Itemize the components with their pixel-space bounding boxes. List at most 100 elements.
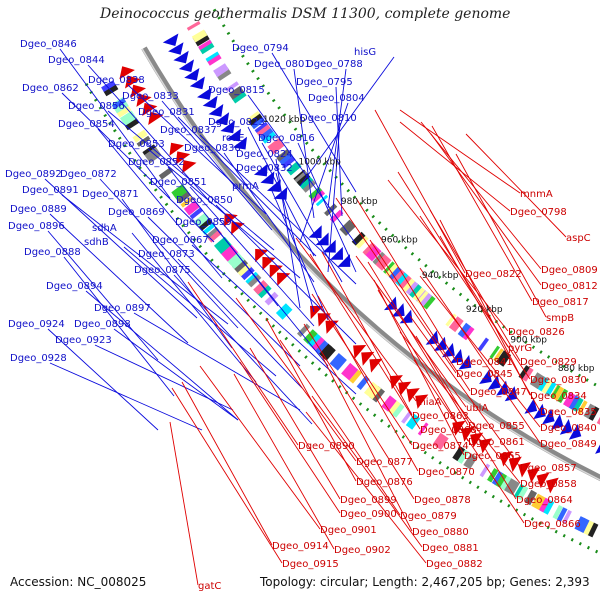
reverse-gene-arrow [415,394,429,409]
forward-gene-label: Dgeo_0869 [108,207,165,218]
reverse-gene-arrow [175,151,191,165]
reverse-gene-arrow [277,272,291,286]
forward-gene-label: Dgeo_0894 [46,281,103,292]
forward-leader-line [44,178,198,319]
reverse-gene-arrow [452,420,466,436]
reverse-gene-arrow [255,248,269,263]
forward-gene-label: sdhB [84,237,109,248]
reverse-gene-label: Dgeo_0900 [340,509,397,520]
forward-leader-line [85,290,239,421]
forward-gene-label: sdhA [92,223,117,234]
reverse-leader-line [235,297,357,462]
outer-feature-band [329,353,347,371]
reverse-gene-label: Dgeo_0874 [412,441,469,452]
reverse-leader-line [420,121,542,270]
outer-dotted-ring [83,81,600,555]
forward-leader-line [47,230,159,361]
forward-gene-arrow [533,403,546,420]
inner-feature-band [294,170,308,183]
outer-feature-band [552,504,564,520]
outer-feature-band [417,422,429,436]
outer-feature-band [387,400,401,415]
inner-feature-band [301,178,317,193]
reverse-gene-label: Dgeo_0915 [282,559,339,570]
reverse-leader-line [199,365,321,530]
reverse-leader-line [355,197,457,362]
forward-gene-arrow [208,104,224,117]
forward-gene-label: Dgeo_0924 [8,319,65,330]
reverse-gene-arrow [317,313,331,327]
reverse-leader-line [399,109,521,194]
reverse-gene-label: miaA [416,397,442,408]
reverse-gene-label: smpB [546,313,574,324]
forward-gene-label: Dgeo_0838 [88,75,145,86]
reverse-leader-line [317,295,419,472]
forward-gene-label: Dgeo_0852 [128,157,185,168]
forward-gene-arrow [226,128,241,142]
inner-feature-band [577,400,588,415]
inner-feature-band [213,63,229,78]
reverse-leader-line [367,261,469,426]
forward-gene-arrow [267,179,281,192]
inner-feature-band [470,332,482,346]
outer-feature-band [463,453,478,470]
inner-feature-band [255,122,271,137]
inner-feature-band [362,242,376,256]
outer-feature-band [574,516,586,531]
outer-feature-band [356,375,370,390]
reverse-leader-line [187,281,299,446]
outer-feature-band [349,369,362,384]
outer-feature-band [297,323,311,338]
reverse-leader-line [311,293,413,446]
reverse-leader-line [309,253,421,430]
reverse-gene-label: Dgeo_0866 [524,519,581,530]
reverse-leader-line [430,133,542,286]
reverse-leader-line [265,317,357,482]
inner-feature-band [191,29,208,43]
outer-feature-band [381,395,397,412]
inner-feature-band [408,283,422,298]
reverse-gene-arrow [527,467,541,483]
reverse-leader-line [455,153,547,318]
inner-feature-band [399,275,415,292]
inner-feature-band [315,194,329,207]
outer-feature-band [483,466,495,480]
forward-gene-arrow [458,354,472,370]
forward-gene-arrow [162,33,179,46]
inner-feature-band [583,403,596,419]
forward-leader-line [214,226,329,367]
reverse-gene-label: Dgeo_0880 [412,527,469,538]
forward-gene-arrow [542,408,555,425]
forward-leader-line [147,216,301,367]
reverse-gene-label: Dgeo_0829 [520,357,577,368]
forward-gene-label: Dgeo_0896 [8,221,65,232]
forward-gene-arrow [232,136,247,150]
reverse-gene-arrow [470,432,484,448]
forward-leader-line [271,52,357,193]
reverse-leader-line [419,267,541,444]
outer-feature-band [132,129,148,143]
reverse-leader-line [415,335,517,500]
outer-feature-band [341,362,359,381]
reverse-gene-label: Dgeo_0849 [540,439,597,450]
reverse-gene-label: Dgeo_0863 [412,411,469,422]
reverse-gene-label: Dgeo_0879 [400,511,457,522]
reverse-leader-line [321,251,413,416]
inner-feature-band [206,53,222,66]
forward-gene-arrow [189,76,205,90]
forward-gene-arrow [450,348,463,364]
inner-feature-band [247,112,263,126]
forward-gene-label: Dgeo_0891 [22,185,79,196]
reverse-gene-label: Dgeo_0840 [540,423,597,434]
forward-gene-label: Dgeo_0875 [134,265,191,276]
kbp-tick-label: 940 kbp [422,271,459,281]
outer-feature-band [124,117,140,131]
outer-feature-band [171,184,188,200]
outer-feature-band [202,222,216,235]
forward-leader-line [299,56,395,187]
outer-feature-band [564,511,577,527]
reverse-gene-label: Dgeo_0876 [356,477,413,488]
forward-leader-line [131,232,257,383]
inner-feature-band [372,251,385,265]
